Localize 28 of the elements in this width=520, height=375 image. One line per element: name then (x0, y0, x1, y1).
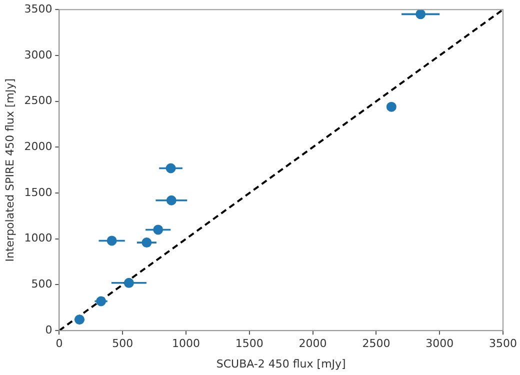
x-tick-label: 3500 (489, 337, 518, 350)
x-tick-label: 3000 (426, 337, 454, 350)
y-tick-label: 1500 (24, 186, 52, 199)
point (166, 163, 176, 174)
point (416, 10, 426, 20)
y-tick-label: 3000 (24, 48, 52, 62)
point (142, 238, 152, 248)
point (74, 314, 84, 325)
x-tick-label: 2000 (298, 337, 327, 350)
y-axis-title: Interpolated SPIRE 450 flux [mJy] (3, 78, 16, 262)
x-tick-label: 500 (112, 337, 134, 350)
y-tick-label: 1000 (24, 232, 52, 245)
x-tick-label: 0 (56, 337, 63, 350)
y-tick-label: 3500 (24, 2, 52, 16)
x-tick-label: 1500 (235, 337, 264, 350)
y-tick-label: 500 (31, 278, 52, 291)
point (96, 296, 106, 306)
x-tick-label: 2500 (362, 337, 390, 350)
x-tick-label: 1000 (172, 337, 200, 350)
y-tick-label: 2000 (24, 140, 52, 154)
point (106, 236, 117, 246)
y-tick-label: 2500 (24, 94, 52, 108)
point (153, 224, 164, 235)
point (386, 102, 396, 112)
x-axis-title: SCUBA-2 450 flux [mJy] (216, 357, 346, 370)
point (124, 278, 134, 288)
y-tick-label: 0 (45, 323, 52, 336)
point (166, 195, 176, 206)
